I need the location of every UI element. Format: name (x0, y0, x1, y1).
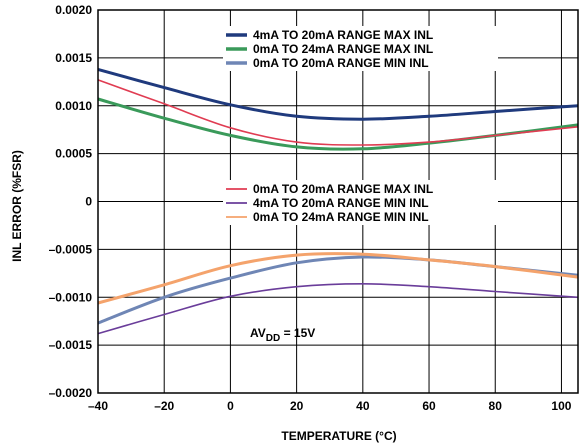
legend-label: 4mA TO 20mA RANGE MIN INL (253, 196, 429, 210)
avdd-subscript: DD (266, 333, 280, 344)
legend-label: 0mA TO 24mA RANGE MAX INL (253, 42, 433, 56)
x-tick-label: 100 (551, 399, 571, 413)
x-tick-label: –40 (88, 399, 108, 413)
x-tick-label: 80 (489, 399, 503, 413)
legend-label: 0mA TO 24mA RANGE MIN INL (253, 210, 429, 224)
y-tick-label: –0.0015 (49, 338, 93, 352)
y-tick-label: 0.0005 (55, 147, 92, 161)
series-line (97, 79, 579, 146)
series-line (97, 67, 579, 121)
legend-background (223, 26, 498, 71)
avdd-annotation: AVDD = 15V (250, 326, 315, 344)
x-tick-label: 0 (227, 399, 234, 413)
avdd-main: AV (250, 326, 266, 340)
y-tick-label: 0 (85, 195, 92, 209)
series-line (97, 283, 579, 335)
y-tick-labels: 0.0020 0.0015 0.0010 0.0005 0 –0.0005 –0.0010 –… (49, 3, 93, 400)
y-tick-label: –0.0005 (49, 242, 93, 256)
legend-label: 4mA TO 20mA RANGE MAX INL (253, 28, 433, 42)
y-tick-label: –0.0010 (49, 290, 93, 304)
legend-background (223, 180, 498, 225)
y-tick-label: 0.0015 (55, 51, 92, 65)
legend-label: 0mA TO 20mA RANGE MAX INL (253, 182, 433, 196)
x-tick-label: 20 (290, 399, 304, 413)
x-tick-labels: –40 –20 0 20 40 60 80 100 (88, 399, 572, 413)
series-line (97, 252, 579, 305)
y-tick-label: –0.0020 (49, 386, 93, 400)
y-axis-title: INL ERROR (%FSR) (10, 150, 24, 262)
y-tick-label: 0.0020 (55, 3, 92, 17)
plot-frame (97, 9, 579, 394)
x-tick-label: 40 (356, 399, 370, 413)
x-tick-label: –20 (154, 399, 174, 413)
legend-label: 0mA TO 20mA RANGE MIN INL (253, 56, 429, 70)
data-curves (97, 67, 579, 335)
x-axis-title: TEMPERATURE (°C) (281, 429, 396, 443)
x-tick-label: 60 (422, 399, 436, 413)
avdd-rest: = 15V (280, 326, 315, 340)
y-tick-label: 0.0010 (55, 99, 92, 113)
